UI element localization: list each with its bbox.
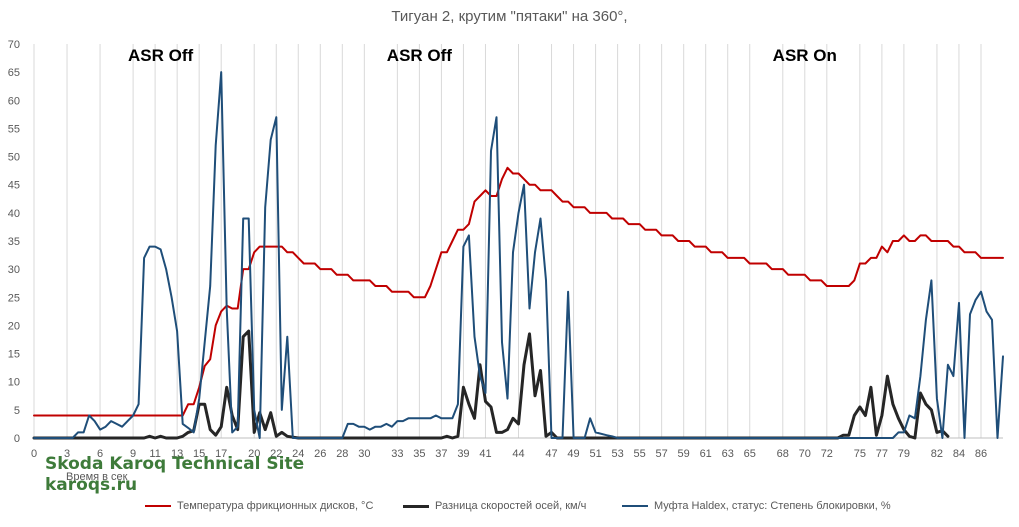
y-tick-label: 5 bbox=[14, 405, 20, 417]
y-tick-label: 30 bbox=[8, 264, 20, 276]
y-tick-label: 65 bbox=[8, 67, 20, 79]
x-tick-label: 57 bbox=[656, 448, 668, 460]
y-tick-label: 40 bbox=[8, 208, 20, 220]
x-tick-label: 17 bbox=[215, 448, 227, 460]
x-tick-label: 44 bbox=[512, 448, 524, 460]
x-tick-label: 47 bbox=[545, 448, 557, 460]
x-tick-label: 20 bbox=[248, 448, 260, 460]
x-tick-label: 39 bbox=[457, 448, 469, 460]
series-line-axle-speed-diff bbox=[32, 329, 950, 440]
annotation-label: ASR On bbox=[773, 46, 837, 65]
x-tick-label: 63 bbox=[722, 448, 734, 460]
x-tick-label: 35 bbox=[413, 448, 425, 460]
series-line-haldex-lock bbox=[33, 71, 1004, 439]
legend-item-haldex-lock: Муфта Haldex, статус: Степень блокировки… bbox=[622, 500, 891, 512]
x-tick-label: 11 bbox=[149, 448, 160, 460]
y-tick-label: 15 bbox=[8, 349, 20, 361]
x-tick-label: 82 bbox=[931, 448, 943, 460]
watermark-site-url: karoqs.ru bbox=[45, 475, 138, 495]
y-tick-label: 10 bbox=[8, 377, 20, 389]
x-tick-label: 30 bbox=[358, 448, 370, 460]
x-tick-label: 41 bbox=[479, 448, 491, 460]
legend-label-temperature: Температура фрикционных дисков, °C bbox=[177, 500, 374, 512]
x-tick-label: 13 bbox=[171, 448, 183, 460]
x-tick-label: 84 bbox=[953, 448, 965, 460]
chart-title: Тигуан 2, крутим "пятаки" на 360°, bbox=[391, 8, 628, 25]
y-tick-label: 55 bbox=[8, 123, 20, 135]
series-line-temperature bbox=[33, 166, 1004, 417]
x-tick-label: 61 bbox=[700, 448, 712, 460]
x-tick-label: 55 bbox=[634, 448, 646, 460]
legend-swatch-haldex-lock bbox=[622, 505, 648, 507]
y-tick-label: 60 bbox=[8, 95, 20, 107]
y-tick-label: 35 bbox=[8, 236, 20, 248]
legend-item-axle-speed-diff: Разница скоростей осей, км/ч bbox=[403, 500, 586, 512]
x-tick-label: 0 bbox=[31, 448, 37, 460]
x-tick-label: 68 bbox=[777, 448, 789, 460]
legend-item-temperature: Температура фрикционных дисков, °C bbox=[145, 500, 373, 512]
legend-label-axle-speed-diff: Разница скоростей осей, км/ч bbox=[435, 500, 587, 512]
legend-swatch-axle-speed-diff bbox=[403, 504, 429, 508]
x-tick-label: 86 bbox=[975, 448, 987, 460]
x-tick-label: 28 bbox=[336, 448, 348, 460]
y-tick-label: 70 bbox=[8, 39, 20, 51]
x-tick-label: 3 bbox=[64, 448, 70, 460]
x-tick-label: 79 bbox=[898, 448, 910, 460]
x-tick-label: 24 bbox=[292, 448, 304, 460]
x-tick-label: 77 bbox=[876, 448, 888, 460]
x-tick-label: 72 bbox=[821, 448, 833, 460]
x-tick-label: 37 bbox=[435, 448, 447, 460]
y-tick-label: 25 bbox=[8, 292, 20, 304]
y-tick-label: 50 bbox=[8, 152, 20, 164]
x-tick-label: 51 bbox=[589, 448, 601, 460]
x-tick-label: 75 bbox=[854, 448, 866, 460]
x-tick-label: 49 bbox=[567, 448, 579, 460]
y-tick-label: 20 bbox=[8, 320, 20, 332]
legend-swatch-temperature bbox=[145, 505, 171, 507]
x-tick-label: 6 bbox=[97, 448, 103, 460]
x-tick-label: 53 bbox=[611, 448, 623, 460]
x-tick-label: 59 bbox=[678, 448, 690, 460]
watermark-site-name: Skoda Karoq Technical Site bbox=[45, 454, 305, 474]
x-tick-label: 15 bbox=[193, 448, 205, 460]
x-tick-label: 9 bbox=[130, 448, 136, 460]
y-tick-label: 45 bbox=[8, 180, 20, 192]
x-tick-label: 22 bbox=[270, 448, 282, 460]
y-tick-label: 0 bbox=[14, 433, 20, 445]
legend-label-haldex-lock: Муфта Haldex, статус: Степень блокировки… bbox=[654, 500, 891, 512]
x-tick-label: 65 bbox=[744, 448, 756, 460]
x-tick-label: 33 bbox=[391, 448, 403, 460]
x-axis-label: Время в сек bbox=[66, 471, 128, 483]
x-tick-label: 26 bbox=[314, 448, 326, 460]
annotation-label: ASR Off bbox=[387, 46, 453, 65]
annotation-label: ASR Off bbox=[128, 46, 194, 65]
x-tick-label: 70 bbox=[799, 448, 811, 460]
